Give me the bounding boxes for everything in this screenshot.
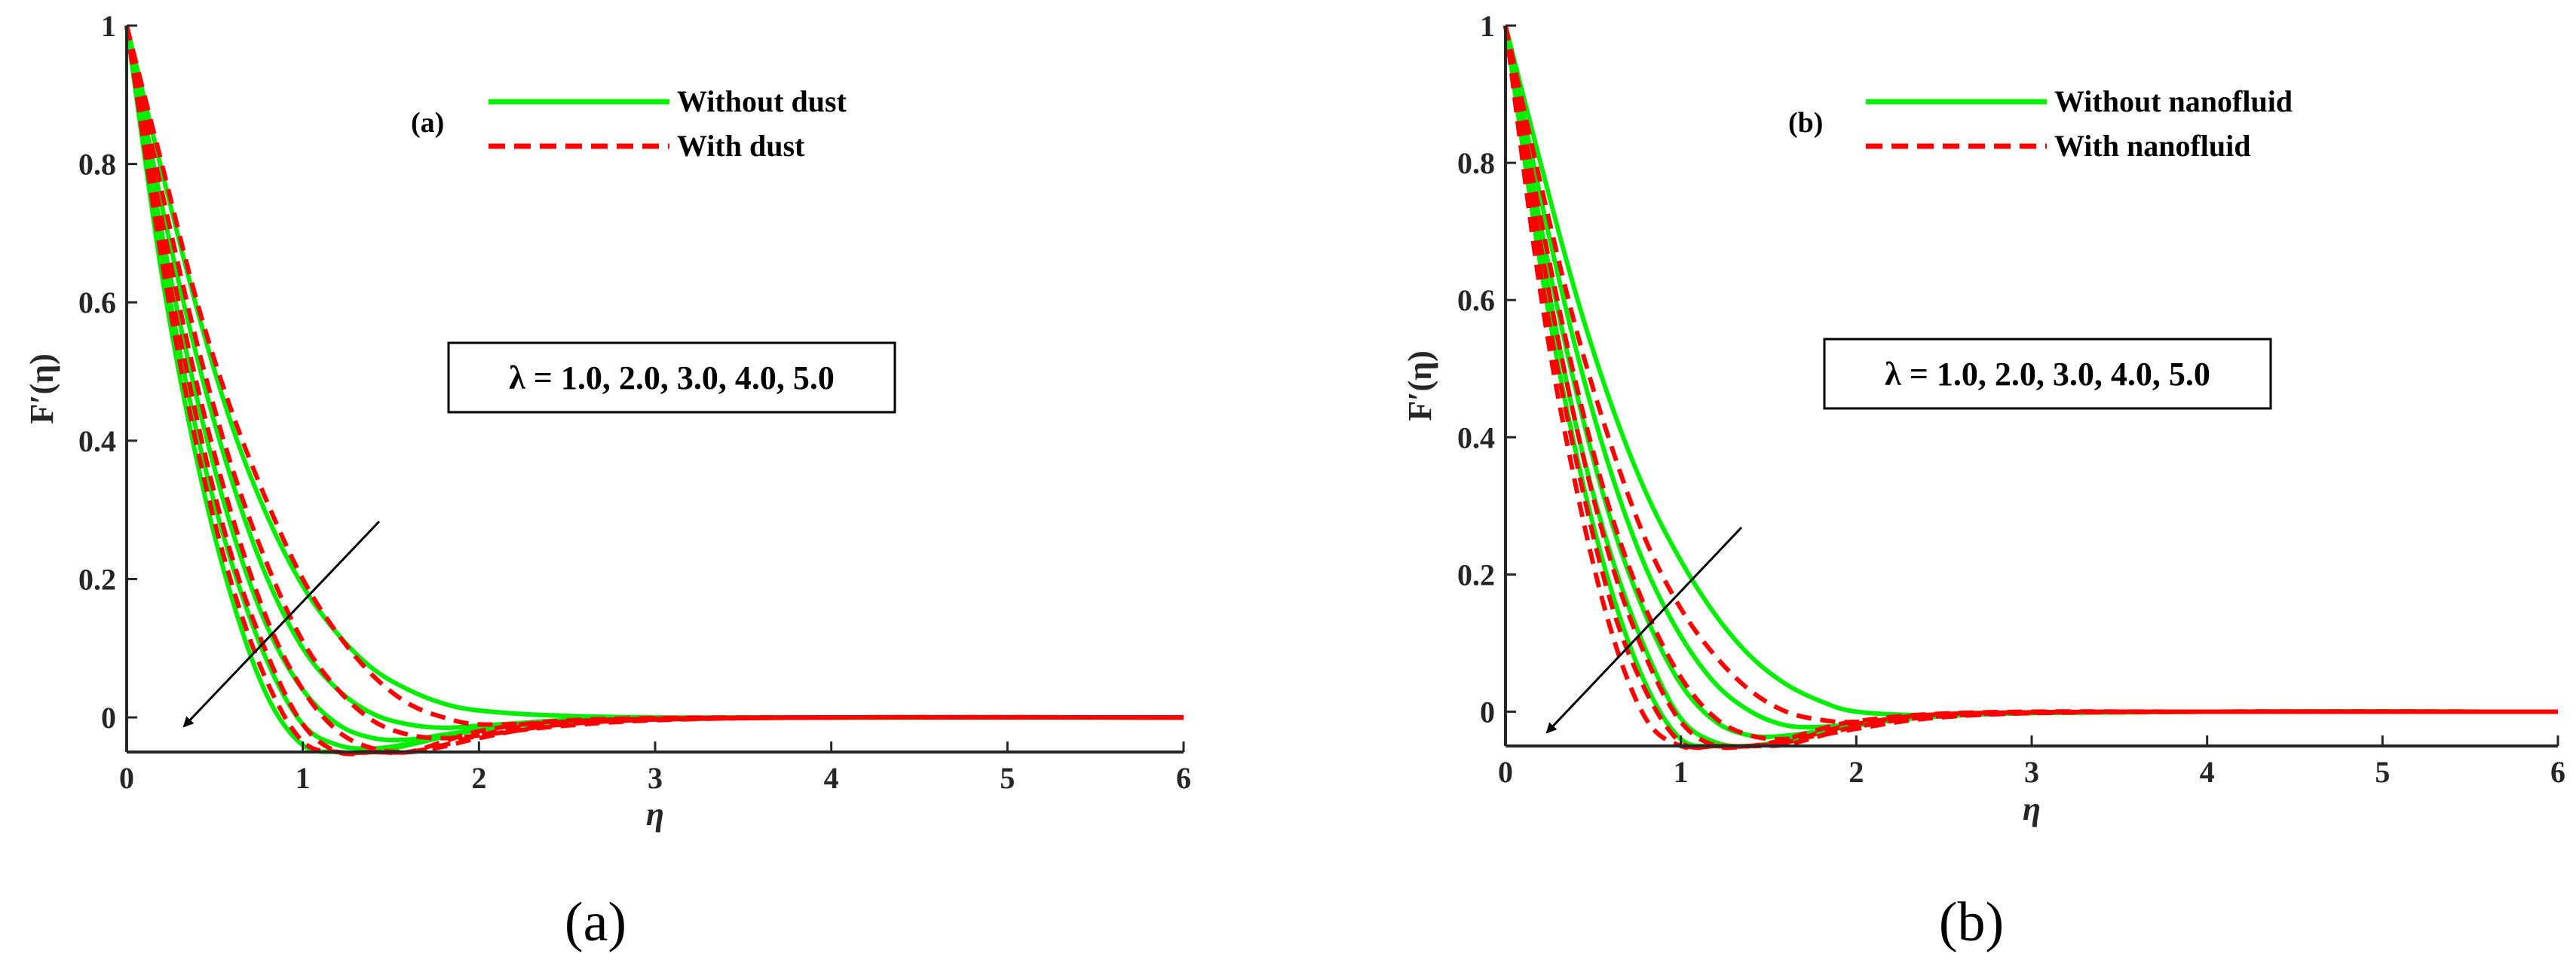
y-tick-label: 0.8: [1457, 146, 1495, 180]
y-tick-label: 0.6: [1457, 283, 1495, 317]
annotation-box-a: [447, 341, 896, 414]
x-tick-label: 2: [1849, 755, 1864, 789]
x-tick-label: 0: [1498, 755, 1513, 789]
x-tick-label: 5: [2375, 755, 2390, 789]
x-tick-label: 6: [1176, 761, 1191, 795]
y-ticks-b: 0 0.2 0.4 0.6 0.8 1: [1457, 9, 1516, 729]
series-line-dashed-8: [1503, 25, 2559, 751]
annotation-text-a: λ = 1.0, 2.0, 3.0, 4.0, 5.0: [509, 359, 835, 396]
legend-a: (a) Without dust With dust: [411, 84, 847, 163]
caption-b: (b): [1939, 891, 2004, 953]
y-tick-label: 1: [101, 9, 116, 43]
x-tick-label: 2: [471, 761, 486, 795]
x-tick-label: 4: [824, 761, 839, 795]
x-ticks-b: 0 1 2 3 4 5 6: [1498, 735, 2565, 789]
y-tick-label: 0: [101, 701, 116, 735]
x-axis-label-b: η: [2023, 790, 2041, 827]
chart-panel-b: 0 1 2 3 4 5 6 0 0.2 0.4 0.6 0.8 1 η F′(η) (b) Witho…: [1401, 9, 2565, 953]
legend-label-without-nanofluid: Without nanofluid: [2054, 84, 2293, 118]
y-tick-label: 0.4: [78, 424, 116, 458]
caption-a: (a): [565, 891, 626, 953]
legend-label-with-nanofluid: With nanofluid: [2054, 129, 2251, 163]
x-ticks-a: 0 1 2 3 4 5 6: [119, 741, 1191, 795]
x-axis-label-a: η: [646, 796, 664, 833]
x-tick-label: 6: [2550, 755, 2565, 789]
y-ticks-a: 0 0.2 0.4 0.6 0.8 1: [78, 9, 137, 735]
legend-label-without-dust: Without dust: [677, 84, 847, 118]
y-tick-label: 0.6: [78, 286, 116, 319]
annotation-box-b: [1823, 338, 2272, 410]
y-axis-label-a: F′(η): [23, 353, 60, 424]
legend-label-with-dust: With dust: [677, 129, 805, 163]
series-line-dashed-6: [1503, 25, 2559, 741]
y-axis-label-b: F′(η): [1401, 350, 1438, 421]
x-tick-label: 4: [2200, 755, 2215, 789]
x-tick-label: 3: [2024, 755, 2039, 789]
x-tick-label: 1: [1674, 755, 1689, 789]
panel-label-a: (a): [411, 107, 444, 139]
y-tick-label: 1: [1480, 9, 1495, 43]
y-tick-label: 0.2: [78, 562, 116, 596]
y-tick-label: 0: [1480, 695, 1495, 729]
y-tick-label: 0.2: [1457, 558, 1495, 592]
panel-label-b: (b): [1788, 107, 1823, 139]
x-tick-label: 1: [296, 761, 311, 795]
y-tick-label: 0.4: [1457, 420, 1495, 454]
x-tick-label: 3: [648, 761, 663, 795]
y-tick-label: 0.8: [78, 148, 116, 182]
trend-arrow-a: [182, 520, 381, 728]
x-tick-label: 5: [1000, 761, 1015, 795]
annotation-text-b: λ = 1.0, 2.0, 3.0, 4.0, 5.0: [1885, 356, 2210, 393]
x-tick-label: 0: [119, 761, 134, 795]
trend-arrow-b: [1545, 526, 1743, 734]
legend-b: (b) Without nanofluid With nanofluid: [1788, 84, 2293, 163]
chart-panel-a: 0 1 2 3 4 5 6 0 0.2 0.4 0.6 0.8 1 η F′(η) (a) Witho…: [23, 9, 1191, 953]
